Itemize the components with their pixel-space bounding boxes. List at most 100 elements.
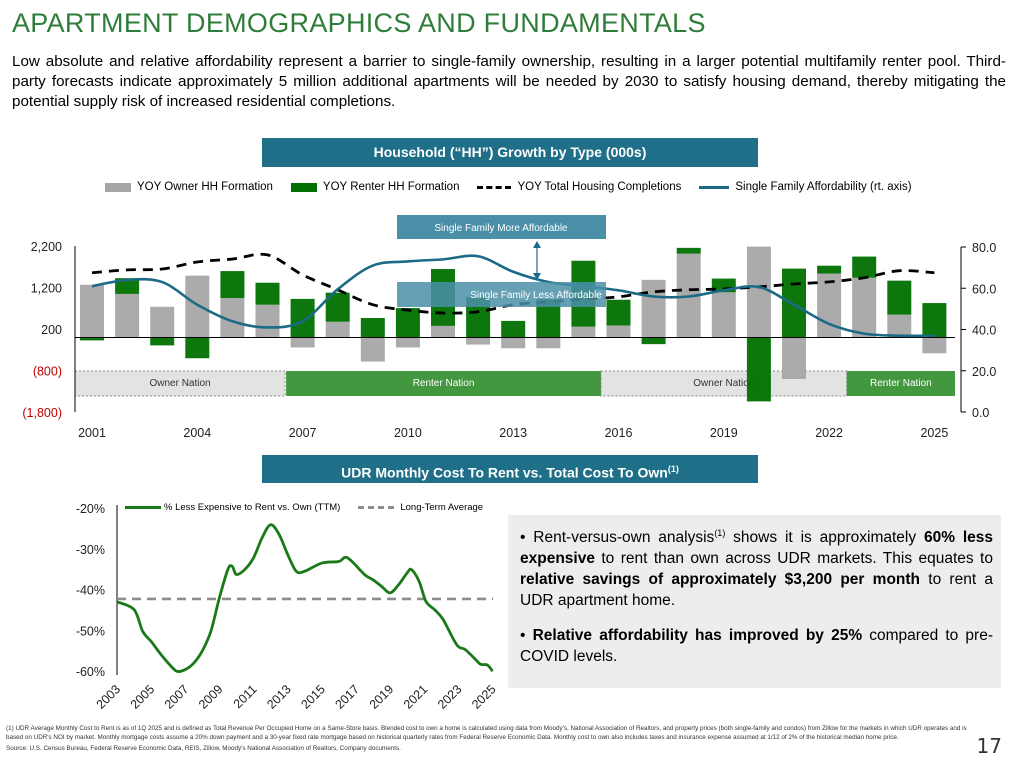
- left-tick-label: (800): [33, 365, 62, 379]
- x-tick-label: 2021: [401, 682, 431, 712]
- owner-bar: [536, 337, 561, 349]
- renter-bar: [431, 269, 455, 326]
- renter-bar: [746, 337, 771, 402]
- x-tick-label: 2011: [231, 682, 260, 711]
- owner-bar: [817, 273, 842, 338]
- owner-bar: [431, 325, 455, 338]
- bullet-1-text-d: to rent a UDR apartment home.: [520, 571, 993, 610]
- page-title: APARTMENT DEMOGRAPHICS AND FUNDAMENTALS: [12, 8, 706, 38]
- bullet-1-sup: (1): [714, 528, 726, 538]
- right-tick-label: 0.0: [972, 406, 989, 420]
- renter-bar: [711, 278, 736, 293]
- renter-bar: [185, 337, 210, 359]
- right-tick-label: 80.0: [972, 241, 996, 255]
- renter-bar: [220, 271, 245, 299]
- rent-vs-own-line: [116, 523, 494, 673]
- renter-bar: [852, 256, 877, 278]
- y-tick-label: -60%: [76, 665, 105, 679]
- renter-bar: [606, 299, 631, 326]
- period-label: Owner Nation: [693, 378, 754, 389]
- owner-swatch: [105, 182, 131, 192]
- rent-vs-own-panel: • Rent-versus-own analysis(1) shows it i…: [508, 515, 1001, 688]
- y-tick-label: -50%: [76, 624, 105, 638]
- average-swatch: [358, 506, 395, 509]
- bullet-2-text: compared to pre-COVID levels.: [520, 627, 993, 666]
- legend-renter: YOY Renter HH Formation: [322, 181, 460, 193]
- x-tick-label: 2016: [605, 426, 633, 440]
- bullet-2: • Relative affordability has improved by…: [520, 627, 993, 666]
- source-note: Source: U.S. Census Bureau, Federal Rese…: [6, 745, 401, 752]
- renter-bar: [255, 282, 280, 305]
- left-tick-label: 200: [41, 323, 62, 337]
- x-tick-label: 2015: [298, 682, 328, 712]
- renter-bar: [325, 292, 350, 322]
- chart1-legend: YOY Owner HH Formation YOY Renter HH For…: [105, 181, 912, 193]
- x-tick-label: 2010: [394, 426, 422, 440]
- owner-bar: [360, 337, 385, 362]
- renter-bar: [641, 337, 666, 345]
- bullet-2-bold: Relative affordability has improved by 2…: [532, 627, 863, 645]
- y-tick-label: -40%: [76, 584, 105, 598]
- footnotes: (1) UDR Average Monthly Cost to Rent is …: [6, 724, 971, 753]
- owner-bar: [711, 292, 736, 338]
- renter-bar: [150, 337, 175, 346]
- completions-line: [91, 252, 935, 315]
- rent-line-swatch: [125, 506, 161, 509]
- right-tick-label: 20.0: [972, 365, 996, 379]
- owner-bar: [606, 325, 631, 338]
- x-tick-label: 2023: [435, 682, 465, 712]
- owner-bar: [466, 337, 491, 345]
- less-affordable-label: Single Family Less Affordable: [470, 290, 602, 301]
- renter-bar: [360, 317, 385, 338]
- x-tick-label: 2001: [78, 426, 106, 440]
- renter-bar: [782, 268, 806, 338]
- period-label: Owner Nation: [149, 378, 210, 389]
- affordability-swatch: [699, 185, 730, 189]
- x-tick-label: 2003: [94, 682, 124, 712]
- affordability-line: [91, 254, 935, 338]
- bullet-1-bold-1: 60% less expensive: [520, 529, 994, 568]
- chart2-legend: % Less Expensive to Rent vs. Own (TTM) L…: [125, 502, 483, 513]
- owner-bar: [922, 337, 947, 354]
- x-tick-label: 2019: [710, 426, 738, 440]
- x-tick-label: 2019: [367, 682, 397, 712]
- renter-bar: [80, 337, 104, 341]
- bullet-1-text-c: to rent than own across UDR markets. Thi…: [594, 550, 993, 568]
- chart2-title: UDR Monthly Cost To Rent vs. Total Cost …: [341, 464, 668, 481]
- chart2-title-sup: (1): [667, 464, 679, 474]
- footnote-1: (1) UDR Average Monthly Cost to Rent is …: [6, 725, 967, 741]
- owner-bar: [782, 337, 806, 379]
- legend-average: Long-Term Average: [400, 502, 484, 513]
- renter-bar: [571, 260, 596, 327]
- owner-bar: [220, 298, 245, 338]
- owner-bar: [501, 337, 526, 349]
- arrow-heads: [533, 241, 541, 280]
- renter-bar: [395, 308, 420, 338]
- owner-bar: [185, 275, 210, 338]
- period-band: [286, 371, 601, 396]
- owner-bar: [395, 337, 420, 348]
- period-band: [600, 370, 848, 397]
- owner-bar: [887, 314, 912, 338]
- chart2-header: UDR Monthly Cost To Rent vs. Total Cost …: [262, 455, 758, 483]
- bullet-1-text-b: shows it is approximately: [725, 529, 924, 547]
- more-affordable-label: Single Family More Affordable: [434, 223, 568, 234]
- y-tick-label: -30%: [76, 543, 105, 557]
- renter-bar: [676, 247, 701, 254]
- left-tick-label: 2,200: [31, 240, 62, 254]
- x-tick-label: 2022: [815, 426, 843, 440]
- period-label: Renter Nation: [413, 378, 475, 389]
- renter-bar: [501, 320, 526, 338]
- x-tick-label: 2013: [264, 682, 294, 712]
- owner-bar: [80, 284, 104, 338]
- legend-owner: YOY Owner HH Formation: [137, 181, 273, 193]
- x-tick-label: 2017: [333, 682, 363, 712]
- more-affordable-box: [397, 215, 606, 239]
- legend-rent: % Less Expensive to Rent vs. Own (TTM): [164, 502, 341, 513]
- renter-bar: [922, 303, 947, 338]
- intro-paragraph: Low absolute and relative affordability …: [12, 53, 1006, 110]
- completions-swatch: [477, 185, 512, 189]
- legend-affordability: Single Family Affordability (rt. axis): [735, 181, 912, 193]
- owner-bar: [571, 326, 596, 338]
- owner-bar: [255, 304, 280, 338]
